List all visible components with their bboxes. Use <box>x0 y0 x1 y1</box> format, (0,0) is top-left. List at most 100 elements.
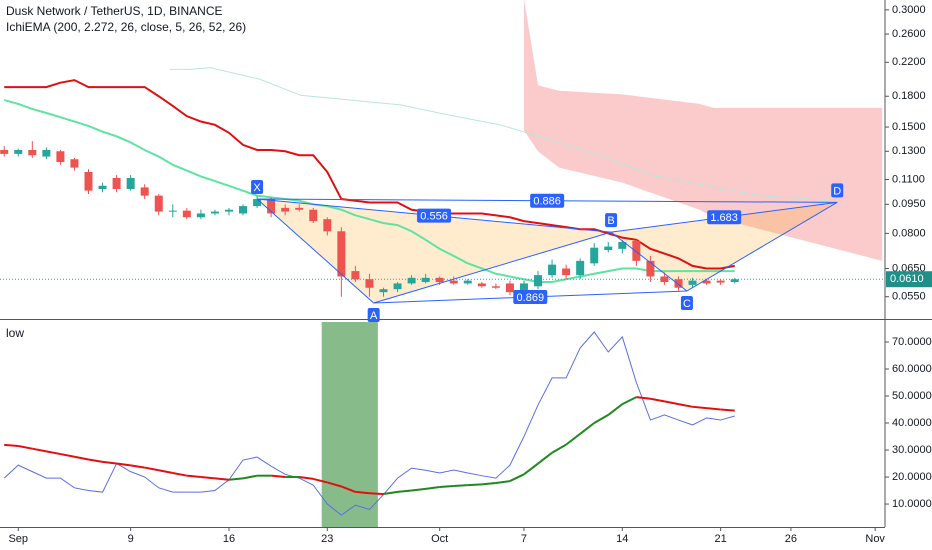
indicator-title: low <box>6 326 24 340</box>
candle-body <box>674 279 683 288</box>
y-tick-label: 30.0000 <box>892 444 932 456</box>
indicator-pane <box>3 322 735 527</box>
x-tick-label: 9 <box>128 533 134 545</box>
average-segment <box>214 477 230 481</box>
point-label: B <box>607 215 614 227</box>
candle-body <box>42 149 51 157</box>
y-tick-label: 0.1100 <box>892 173 925 185</box>
average-segment <box>523 462 539 476</box>
pattern-leg <box>256 198 374 304</box>
point-label: D <box>833 185 841 197</box>
candle-body <box>224 209 233 212</box>
point-label: A <box>370 310 378 322</box>
candle-body <box>267 199 276 214</box>
low-line <box>3 331 735 516</box>
candle-body <box>646 260 655 277</box>
candle-body <box>70 159 79 168</box>
average-segment <box>172 471 188 477</box>
average-segment <box>621 396 637 406</box>
point-box <box>605 213 618 228</box>
candle-body <box>534 275 543 287</box>
average-segment <box>355 490 370 495</box>
pattern-fill <box>257 199 612 303</box>
candle-body <box>618 242 627 249</box>
average-segment <box>144 466 159 472</box>
average-segment <box>607 403 623 416</box>
y-tick-label: 0.2200 <box>892 56 926 68</box>
candle-body <box>477 283 486 287</box>
x-tick-label: 26 <box>785 533 797 545</box>
candle-body <box>0 149 9 154</box>
average-segment <box>411 487 426 492</box>
average-segment <box>397 489 412 493</box>
y-tick-label: 0.0800 <box>892 227 926 239</box>
average-segment <box>720 408 735 412</box>
ratio-label: 0.556 <box>420 210 448 222</box>
average-segment <box>551 443 567 454</box>
candle-body <box>182 210 191 218</box>
candle-body <box>351 271 360 280</box>
labels: Dusk Network / TetherUS, 1D, BINANCE Ich… <box>6 4 246 340</box>
candle-body <box>590 247 599 264</box>
y-tick-label: 10.0000 <box>892 498 932 510</box>
pattern-leg <box>373 231 612 304</box>
candle-body <box>154 195 163 212</box>
average-segment <box>565 433 581 446</box>
chart-title: Dusk Network / TetherUS, 1D, BINANCE <box>6 4 223 18</box>
pattern-leg <box>610 231 688 292</box>
average-segment <box>481 481 496 486</box>
x-tick-label: 21 <box>715 533 727 545</box>
average-segment <box>593 414 609 424</box>
x-tick-label: Sep <box>8 533 28 545</box>
average-segment <box>116 462 131 467</box>
indicator-line <box>4 79 735 270</box>
average-segment <box>46 450 61 456</box>
average-segment <box>74 455 89 461</box>
price-pane <box>0 0 885 304</box>
candle-body <box>632 240 641 261</box>
ratio-label: 0.869 <box>517 292 545 304</box>
y-tick-label: 70.0000 <box>892 336 932 348</box>
candle-body <box>56 151 65 163</box>
candle-body <box>309 209 318 222</box>
x-tick-label: 16 <box>223 533 235 545</box>
y-tick-label: 20.0000 <box>892 471 932 483</box>
candle-body <box>84 172 93 191</box>
average-segment <box>158 469 173 474</box>
average-segment <box>60 453 75 458</box>
x-tick-label: 7 <box>521 533 527 545</box>
average-segment <box>369 492 384 496</box>
candle-body <box>730 279 739 283</box>
candle-body <box>126 177 135 190</box>
candle-body <box>239 206 248 214</box>
candle-body <box>449 280 458 284</box>
average-segment <box>678 403 693 408</box>
candle-body <box>491 286 500 288</box>
average-segment <box>636 396 651 400</box>
average-segment <box>130 464 145 469</box>
candle-body <box>548 264 557 276</box>
ratio-label: 1.683 <box>710 212 738 224</box>
average-segment <box>299 476 314 480</box>
last-price-tag <box>886 271 932 288</box>
x-tick-label: 23 <box>321 533 333 545</box>
ratio-label: 0.886 <box>533 196 561 208</box>
candle-body <box>323 219 332 232</box>
average-segment <box>4 443 19 447</box>
candle-body <box>435 277 444 283</box>
candle-body <box>337 231 346 277</box>
point-box <box>680 295 693 310</box>
point-label: X <box>253 182 261 194</box>
average-segment <box>102 460 117 465</box>
candle-body <box>28 149 37 156</box>
indicator-line <box>3 99 735 284</box>
y-tick-label: 0.0550 <box>892 291 926 303</box>
indicator-line <box>169 67 831 202</box>
candle-body <box>379 289 388 293</box>
average-segment <box>327 481 342 488</box>
candle-body <box>196 213 205 218</box>
candle-body <box>716 280 725 283</box>
candle-body <box>519 283 528 291</box>
average-segment <box>186 474 201 479</box>
